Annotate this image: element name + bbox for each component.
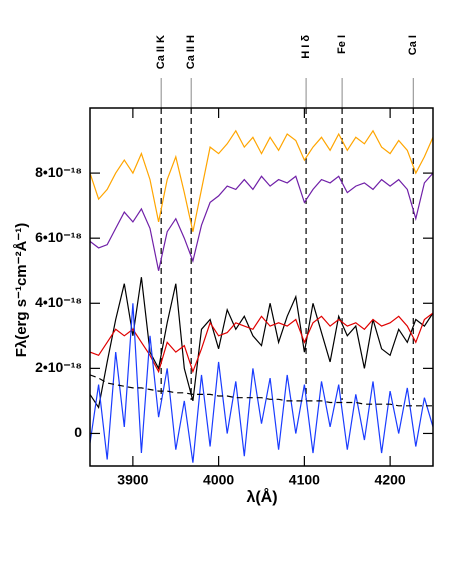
spectrum-line	[90, 303, 433, 463]
annotation-label: Fe I	[336, 35, 348, 54]
spectrum-line	[90, 374, 433, 407]
y-axis-label: Fλ(erg s⁻¹cm⁻²Å⁻¹)	[13, 223, 30, 358]
x-tick-label: 4000	[203, 472, 234, 488]
annotation-label: Ca II K	[155, 35, 167, 69]
y-tick-label: 8•10⁻¹⁸	[35, 164, 82, 180]
spectrum-line	[90, 129, 433, 232]
y-tick-label: 4•10⁻¹⁸	[35, 294, 82, 310]
annotation-label: Ca I	[407, 35, 419, 55]
y-tick-label: 6•10⁻¹⁸	[35, 229, 82, 245]
spectrum-line	[90, 277, 433, 409]
x-tick-label: 4200	[375, 472, 406, 488]
plot-frame	[89, 107, 434, 467]
y-tick-label: 2•10⁻¹⁸	[35, 359, 82, 375]
spectrum-line	[90, 312, 433, 374]
x-tick-label: 3900	[117, 472, 148, 488]
x-axis-label: λ(Å)	[246, 487, 277, 506]
annotation-label: H I δ	[300, 35, 312, 59]
x-tick-label: 4100	[289, 472, 320, 488]
annotation-label: Ca II H	[185, 35, 197, 69]
y-tick-label: 0	[74, 424, 82, 440]
spectrum-line	[90, 172, 433, 271]
